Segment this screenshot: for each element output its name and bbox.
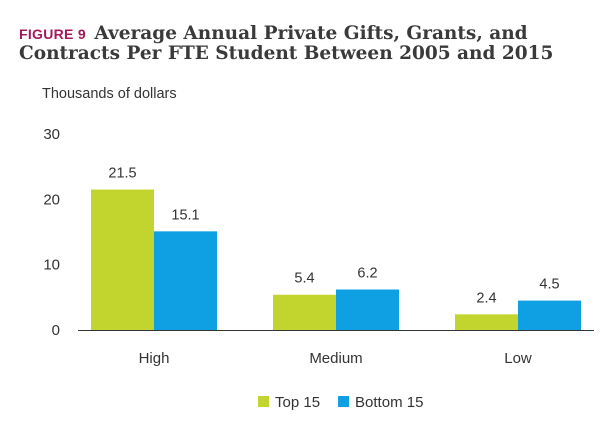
y-tick-label: 30	[43, 126, 60, 143]
bar-bottom-15-medium	[336, 289, 399, 330]
y-tick-label: 20	[43, 191, 60, 208]
category-labels: High Medium Low	[139, 350, 532, 367]
legend-swatch-top-15	[258, 396, 269, 407]
figure-label: FIGURE 9	[19, 26, 86, 42]
title-text: Average Annual Private Gifts, Grants, an…	[19, 23, 554, 64]
legend: Top 15 Bottom 15	[258, 394, 423, 411]
data-label: 21.5	[108, 166, 136, 182]
y-axis-label: Thousands of dollars	[42, 86, 177, 102]
bar-bottom-15-high	[154, 231, 217, 330]
bar-top-15-medium	[273, 294, 336, 330]
y-tick-label: 0	[52, 322, 60, 339]
category-label-low: Low	[504, 350, 532, 367]
category-label-medium: Medium	[309, 350, 362, 367]
bar-bottom-15-low	[518, 300, 581, 330]
data-labels: 21.5 15.1 5.4 6.2 2.4 4.5	[108, 166, 559, 307]
data-label: 5.4	[294, 271, 314, 287]
legend-swatch-bottom-15	[338, 396, 350, 407]
y-tick-label: 10	[43, 257, 60, 274]
chart-title: FIGURE 9 Average Annual Private Gifts, G…	[19, 24, 589, 64]
bar-top-15-low	[455, 314, 518, 330]
y-axis-ticks: 0 10 20 30	[43, 126, 60, 339]
data-label: 15.1	[171, 207, 199, 223]
category-label-high: High	[139, 350, 170, 367]
data-label: 2.4	[476, 290, 496, 306]
data-label: 6.2	[357, 265, 377, 281]
data-label: 4.5	[539, 277, 559, 293]
bars	[91, 189, 581, 330]
bar-top-15-high	[91, 189, 154, 330]
legend-label-top-15: Top 15	[275, 394, 320, 411]
legend-label-bottom-15: Bottom 15	[355, 394, 423, 411]
